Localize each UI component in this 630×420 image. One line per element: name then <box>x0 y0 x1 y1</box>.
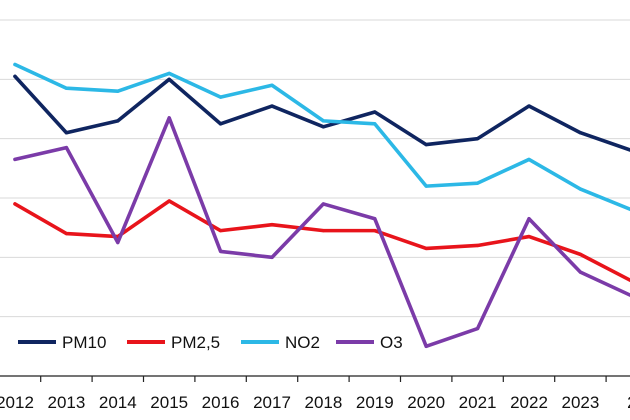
legend-item-pm25: PM2,5 <box>127 333 220 352</box>
data-point-no2-2015 <box>167 71 171 75</box>
data-point-pm25-2012 <box>13 202 17 206</box>
data-point-pm10-2013 <box>64 131 68 135</box>
data-point-o3-2017 <box>270 255 274 259</box>
data-point-pm25-2015 <box>167 199 171 203</box>
data-point-pm10-2019 <box>373 110 377 114</box>
x-tick-labels: 2012 2013 2014 2015 2016 2017 2018 2019 2020 2021… <box>0 393 630 412</box>
data-point-no2-2014 <box>116 89 120 93</box>
legend-item-no2: NO2 <box>241 333 320 352</box>
legend-item-o3: O3 <box>336 333 403 352</box>
data-point-no2-2020 <box>424 184 428 188</box>
data-point-no2-2018 <box>321 119 325 123</box>
x-tick-label-2022: 2022 <box>510 393 548 412</box>
data-point-pm25-2020 <box>424 246 428 251</box>
data-point-pm10-2018 <box>321 125 325 129</box>
x-tick-label-2016: 2016 <box>202 393 240 412</box>
data-point-o3-2019 <box>373 217 377 221</box>
legend-label-pm10: PM10 <box>62 333 106 352</box>
x-tick-label-2020: 2020 <box>407 393 445 412</box>
data-point-o3-2012 <box>13 157 17 162</box>
data-point-no2-2023 <box>578 187 583 191</box>
x-tick-label-2017: 2017 <box>253 393 291 412</box>
data-point-no2-2012 <box>13 62 17 67</box>
data-point-o3-2021 <box>476 326 480 331</box>
x-tick-label-2014: 2014 <box>99 393 137 412</box>
x-tick-label-2023: 2023 <box>561 393 599 412</box>
x-tick-label-2013: 2013 <box>47 393 85 412</box>
x-tick-label-2018: 2018 <box>304 393 342 412</box>
data-point-pm25-2019 <box>373 229 377 233</box>
data-point-no2-2019 <box>373 122 377 126</box>
x-tick-label-2015: 2015 <box>150 393 188 412</box>
data-point-pm25-2021 <box>476 243 480 248</box>
data-point-o3-2022 <box>527 217 531 221</box>
data-point-pm25-2023 <box>578 252 583 256</box>
legend-label-no2: NO2 <box>285 333 320 352</box>
legend-item-pm10: PM10 <box>18 333 106 352</box>
x-tick-label-2012: 2012 <box>0 393 34 412</box>
data-point-o3-2018 <box>321 202 325 206</box>
data-point-o3-2023 <box>578 270 583 274</box>
x-tick-label-2019: 2019 <box>356 393 394 412</box>
data-point-o3-2013 <box>64 145 68 150</box>
data-point-pm25-2013 <box>64 232 68 236</box>
data-point-pm25-2017 <box>270 223 274 227</box>
data-point-pm10-2023 <box>578 131 583 135</box>
data-point-no2-2022 <box>527 157 531 162</box>
data-point-pm10-2021 <box>476 137 480 141</box>
data-point-o3-2016 <box>219 249 223 253</box>
legend-label-pm25: PM2,5 <box>171 333 220 352</box>
data-point-pm10-2015 <box>167 77 171 81</box>
series-lines <box>13 62 630 349</box>
data-point-pm25-2016 <box>219 229 223 233</box>
x-tick-label-2021: 2021 <box>459 393 497 412</box>
data-point-pm10-2020 <box>424 143 428 147</box>
data-point-pm10-2012 <box>13 74 17 78</box>
data-point-pm10-2016 <box>219 122 223 126</box>
data-point-o3-2015 <box>167 116 171 120</box>
grid-lines <box>0 19 630 318</box>
x-tick-label-2024: 2 <box>627 393 630 412</box>
series-line-no2 <box>13 62 630 212</box>
data-point-pm10-2014 <box>116 119 120 123</box>
data-point-o3-2020 <box>424 344 428 348</box>
data-point-pm10-2017 <box>270 104 274 108</box>
legend: PM10 PM2,5 NO2 O3 <box>18 333 403 352</box>
data-point-pm25-2018 <box>321 229 325 233</box>
legend-label-o3: O3 <box>380 333 403 352</box>
data-point-no2-2021 <box>476 181 480 185</box>
data-point-no2-2016 <box>219 95 223 99</box>
data-point-o3-2014 <box>116 240 120 245</box>
data-point-no2-2017 <box>270 83 274 87</box>
data-point-no2-2013 <box>64 86 68 90</box>
series-line-pm25 <box>13 199 630 283</box>
data-point-pm10-2022 <box>527 104 531 108</box>
data-point-pm25-2022 <box>527 234 531 239</box>
series-line-pm10 <box>13 74 630 152</box>
x-axis <box>0 375 630 382</box>
